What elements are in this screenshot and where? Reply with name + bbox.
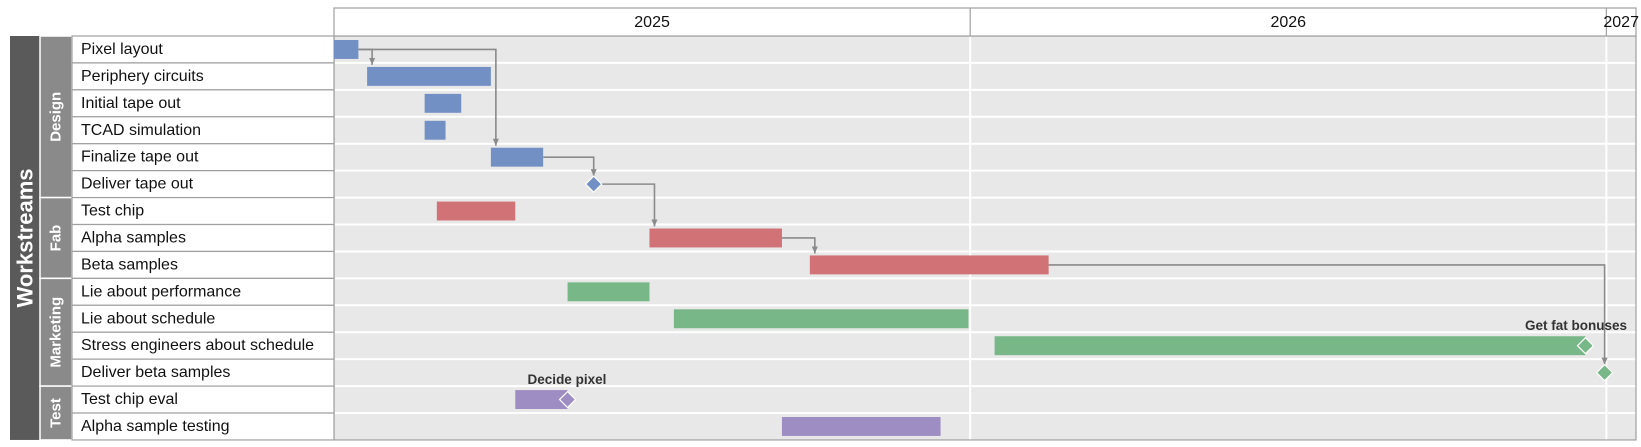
- dependency-arrow: [601, 183, 658, 227]
- milestone-diamond: [584, 175, 603, 193]
- group-label-design: Design: [48, 92, 65, 142]
- task-label: Alpha samples: [81, 229, 186, 246]
- task-bar: [515, 390, 568, 410]
- year-label-2026: 2026: [1270, 14, 1306, 31]
- year-header: [333, 7, 1637, 37]
- milestone-diamond: [1576, 336, 1595, 355]
- year-label-2027: 2027: [1603, 14, 1639, 31]
- dependency-arrow: [781, 237, 818, 254]
- task-bar: [367, 66, 491, 86]
- outer-label: Workstreams: [13, 168, 38, 307]
- milestone-label: Get fat bonuses: [1525, 318, 1627, 333]
- group-band: [39, 35, 73, 199]
- group-label-marketing: Marketing: [48, 297, 65, 368]
- milestone-diamond: [1595, 363, 1614, 382]
- task-name-cell: [71, 89, 335, 118]
- milestone-diamond: [558, 390, 577, 409]
- dependency-arrow: [1048, 264, 1608, 365]
- task-label: Test chip: [81, 203, 144, 220]
- group-label-fab: Fab: [48, 225, 65, 252]
- task-name-cell: [71, 116, 335, 145]
- task-name-cell: [71, 170, 335, 199]
- task-bar: [490, 147, 544, 167]
- task-bar: [994, 336, 1586, 356]
- task-bar: [424, 93, 462, 113]
- task-label: Alpha sample testing: [81, 418, 230, 435]
- task-label: Lie about schedule: [81, 310, 215, 327]
- task-bar: [781, 417, 941, 436]
- group-label-test: Test: [48, 398, 65, 428]
- task-label: Deliver beta samples: [81, 364, 230, 381]
- dependency-arrow: [543, 156, 597, 177]
- milestone-label: Decide pixel: [528, 372, 607, 387]
- year-label-2025: 2025: [634, 14, 670, 31]
- task-bar: [334, 40, 359, 59]
- outer-band: [10, 36, 40, 440]
- plot-background: [334, 36, 1636, 440]
- task-bar: [809, 255, 1049, 275]
- task-bar: [649, 228, 782, 248]
- task-name-cell: [71, 277, 335, 306]
- task-label: Stress engineers about schedule: [81, 337, 314, 354]
- task-bar: [567, 282, 650, 302]
- task-label: Initial tape out: [81, 95, 181, 112]
- task-label: Lie about performance: [81, 283, 241, 300]
- task-name-cell: [71, 304, 335, 333]
- task-name-cell: [71, 223, 335, 253]
- group-band: [39, 277, 73, 387]
- task-label: Pixel layout: [81, 41, 163, 58]
- task-bar: [436, 201, 516, 221]
- task-name-cell: [71, 250, 335, 279]
- task-label: Deliver tape out: [81, 176, 194, 193]
- task-name-cell: [71, 331, 335, 360]
- task-bar: [673, 309, 969, 329]
- task-name-cell: [71, 62, 335, 91]
- task-label: TCAD simulation: [81, 122, 201, 139]
- task-label: Test chip eval: [81, 391, 178, 408]
- task-name-cell: [71, 412, 335, 441]
- group-band: [39, 196, 73, 280]
- task-name-cell: [71, 143, 335, 172]
- group-band: [39, 385, 73, 441]
- task-name-cell: [71, 358, 335, 387]
- task-name-cell: [71, 196, 335, 226]
- task-label: Periphery circuits: [81, 68, 204, 85]
- task-label: Beta samples: [81, 256, 178, 273]
- task-name-cell: [71, 385, 335, 414]
- task-label: Finalize tape out: [81, 149, 199, 166]
- dependency-arrow: [358, 48, 499, 146]
- task-bar: [424, 120, 446, 140]
